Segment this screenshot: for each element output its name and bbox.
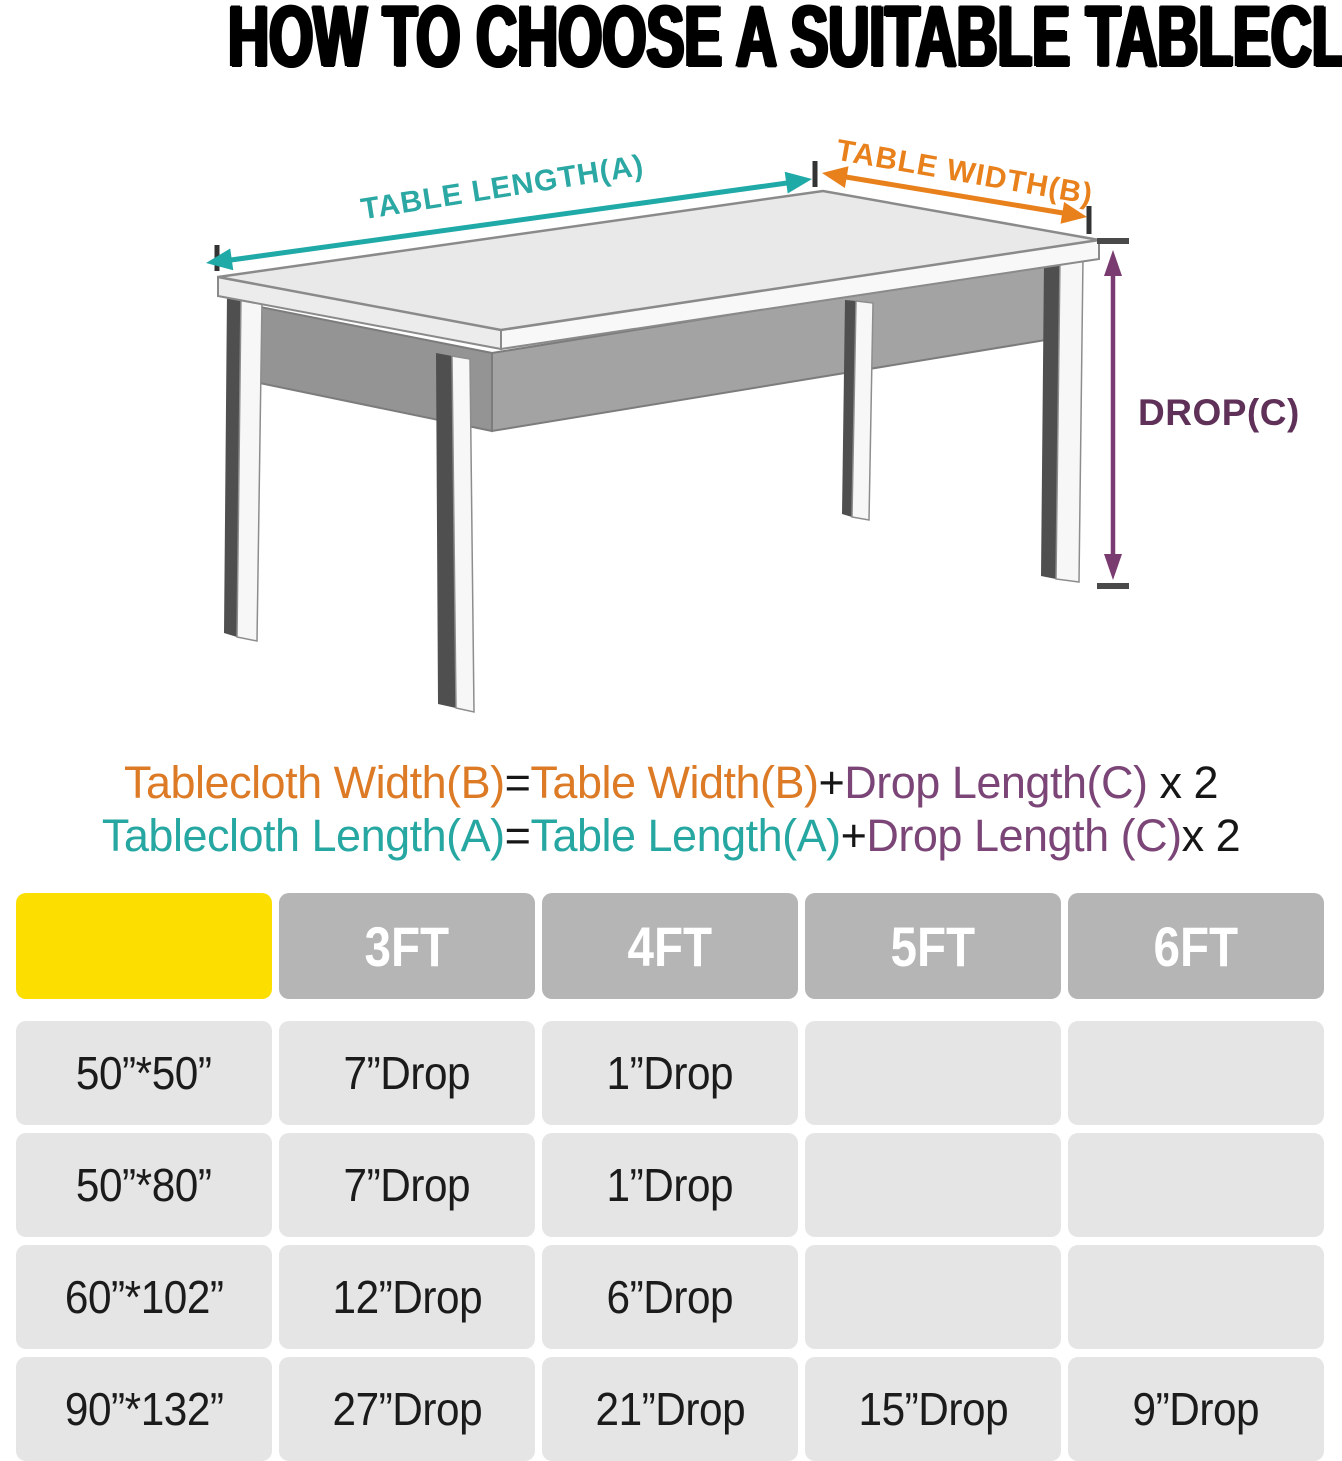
size-table-header-4ft: 4FT	[542, 893, 798, 999]
size-table-header-3ft: 3FT	[279, 893, 535, 999]
formula-term-table-length: Table Length(A)	[530, 810, 841, 861]
row-label-cell: 90”*132”	[16, 1357, 272, 1461]
table-length-arrow	[206, 171, 812, 271]
row-label-cell: 60”*102”	[16, 1245, 272, 1349]
formula-term-drop-length: Drop Length (C)	[866, 810, 1182, 861]
size-table-cell	[805, 1021, 1061, 1125]
size-table-cell: 27”Drop	[279, 1357, 535, 1461]
row-label-cell: 50”*50”	[16, 1021, 272, 1125]
formula-block: Tablecloth Width(B)=Table Width(B)+Drop …	[0, 756, 1342, 862]
size-table-header-5ft: 5FT	[805, 893, 1061, 999]
size-table-cell: 6”Drop	[542, 1245, 798, 1349]
drop-arrow	[1104, 250, 1122, 580]
formula-term-tablecloth-length: Tablecloth Length(A)	[101, 810, 505, 861]
size-table-cell: 21”Drop	[542, 1357, 798, 1461]
size-table-header-6ft: 6FT	[1068, 893, 1324, 999]
width-arrowhead-right	[1060, 202, 1087, 224]
formula-term-table-width: Table Width(B)	[530, 757, 819, 808]
size-table-cell: 15”Drop	[805, 1357, 1061, 1461]
equals-sign: =	[504, 757, 531, 808]
size-table-cell: 1”Drop	[542, 1133, 798, 1237]
size-table-cell	[805, 1133, 1061, 1237]
table-leg-left	[236, 295, 263, 642]
table-illustration	[217, 189, 1100, 713]
plus-sign: +	[818, 757, 845, 808]
drop-label: DROP(C)	[1138, 392, 1300, 433]
row-label-cell: 50”*80”	[16, 1133, 272, 1237]
size-table-cell: 9”Drop	[1068, 1357, 1324, 1461]
table-leg-left-shadow	[224, 293, 241, 637]
equals-sign: =	[504, 810, 531, 861]
size-table-cell	[1068, 1245, 1324, 1349]
size-table-cell: 7”Drop	[279, 1021, 535, 1125]
formula-width-line: Tablecloth Width(B)=Table Width(B)+Drop …	[0, 756, 1342, 809]
drop-arrowhead-top	[1104, 250, 1122, 276]
size-table-cell	[1068, 1021, 1324, 1125]
table-length-label: TABLE LENGTH(A)	[359, 149, 647, 226]
size-table-cell: 1”Drop	[542, 1021, 798, 1125]
formula-length-line: Tablecloth Length(A)=Table Length(A)+Dro…	[0, 809, 1342, 862]
size-table-header: 3FT 4FT 5FT 6FT	[0, 893, 1342, 999]
size-table-cell	[1068, 1133, 1324, 1237]
width-arrowhead-left	[822, 166, 849, 188]
table-width-arrow	[822, 166, 1087, 224]
table-leg-front-shadow	[436, 353, 456, 708]
size-table-cell: 12”Drop	[279, 1245, 535, 1349]
drop-arrow-caps	[1097, 238, 1129, 589]
drop-arrowhead-bottom	[1104, 554, 1122, 580]
length-arrowhead-right	[784, 171, 812, 194]
formula-term-drop-length: Drop Length(C)	[844, 757, 1148, 808]
size-table-cell: 7”Drop	[279, 1133, 535, 1237]
size-table-body: 50”*50” 7”Drop 1”Drop 50”*80” 7”Drop 1”D…	[0, 1021, 1342, 1461]
formula-term-tablecloth-width: Tablecloth Width(B)	[123, 757, 505, 808]
size-table-corner-cell	[16, 893, 272, 999]
table-measurement-diagram: TABLE LENGTH(A) TABLE WIDTH(B) DROP(C)	[206, 134, 1300, 713]
table-leg-right	[1055, 257, 1084, 583]
plus-sign: +	[840, 810, 867, 861]
times-two: x 2	[1181, 810, 1241, 861]
times-two: x 2	[1147, 757, 1218, 808]
length-arrowhead-left	[206, 248, 234, 271]
table-leg-back	[851, 300, 874, 521]
size-table-cell	[805, 1245, 1061, 1349]
table-leg-right-shadow	[1041, 260, 1060, 579]
page-title: HOW TO CHOOSE A SUITABLE TABLECLOTH?	[228, 0, 1342, 85]
table-leg-front	[451, 355, 475, 713]
